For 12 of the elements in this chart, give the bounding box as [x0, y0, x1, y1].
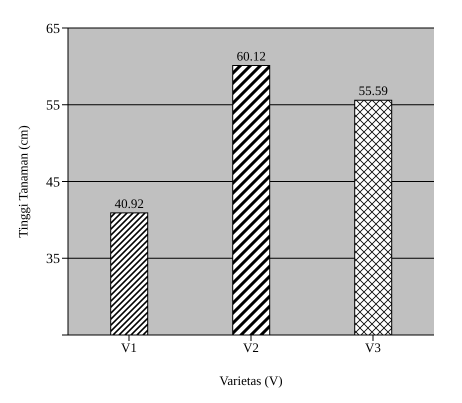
y-axis-title: Tinggi Tanaman (cm) [16, 125, 31, 238]
data-label: 55.59 [358, 83, 388, 98]
x-tick-label: V3 [365, 340, 381, 356]
x-tick-label: V2 [243, 340, 259, 356]
y-tick-label: 35 [46, 252, 60, 268]
data-label: 40.92 [114, 196, 144, 211]
data-label: 60.12 [236, 48, 266, 64]
y-tick-label: 45 [46, 175, 60, 190]
y-tick-label: 55 [46, 98, 60, 114]
y-tick-label: 65 [46, 22, 60, 37]
x-tick-label: V1 [121, 340, 137, 356]
x-axis-title: Varietas (V) [219, 373, 283, 388]
